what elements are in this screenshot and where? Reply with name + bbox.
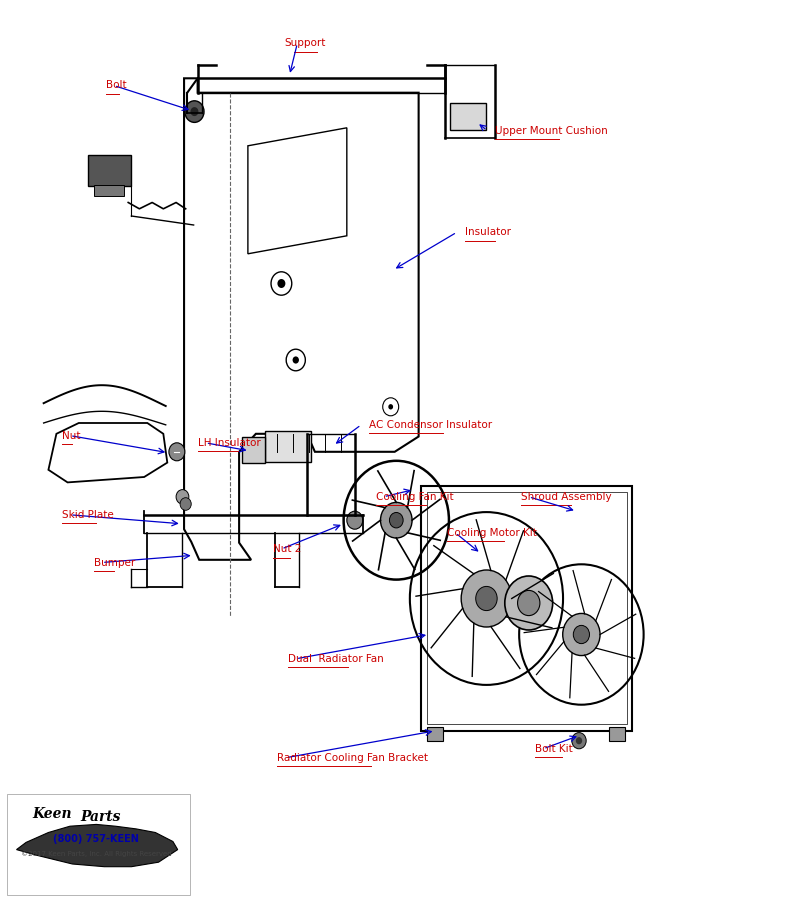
Circle shape	[576, 737, 582, 744]
Circle shape	[293, 356, 299, 364]
Circle shape	[505, 576, 553, 630]
Circle shape	[562, 614, 600, 655]
Text: Radiator Cooling Fan Bracket: Radiator Cooling Fan Bracket	[278, 752, 429, 763]
FancyBboxPatch shape	[94, 184, 124, 196]
Text: Shroud Assembly: Shroud Assembly	[521, 491, 611, 502]
Circle shape	[347, 511, 362, 529]
Circle shape	[185, 101, 204, 122]
Circle shape	[388, 404, 393, 410]
Text: Nut: Nut	[62, 430, 81, 441]
Circle shape	[190, 107, 198, 116]
Text: AC Condensor Insulator: AC Condensor Insulator	[369, 419, 492, 430]
Circle shape	[518, 590, 540, 616]
Circle shape	[572, 733, 586, 749]
Circle shape	[180, 498, 191, 510]
Text: (800) 757-KEEN: (800) 757-KEEN	[54, 833, 139, 844]
Text: Dual  Radiator Fan: Dual Radiator Fan	[288, 653, 383, 664]
Text: Cooling Motor Kit: Cooling Motor Kit	[447, 527, 538, 538]
Circle shape	[381, 502, 412, 538]
Polygon shape	[17, 824, 178, 867]
FancyBboxPatch shape	[450, 103, 486, 130]
FancyBboxPatch shape	[610, 727, 626, 741]
FancyBboxPatch shape	[265, 431, 311, 462]
Text: Keen: Keen	[33, 806, 72, 821]
Polygon shape	[88, 155, 131, 186]
Circle shape	[574, 626, 590, 644]
Text: Cooling Fan Kit: Cooling Fan Kit	[375, 491, 453, 502]
Circle shape	[169, 443, 185, 461]
Text: Insulator: Insulator	[465, 227, 511, 238]
Text: Parts: Parts	[80, 810, 121, 824]
Text: Support: Support	[285, 38, 326, 49]
Text: Skid Plate: Skid Plate	[62, 509, 114, 520]
Text: Bumper: Bumper	[94, 557, 135, 568]
Text: Upper Mount Cushion: Upper Mount Cushion	[495, 125, 608, 136]
Text: Bolt Kit: Bolt Kit	[535, 743, 573, 754]
Circle shape	[461, 570, 512, 627]
Circle shape	[176, 490, 189, 504]
Circle shape	[278, 279, 286, 288]
Text: Bolt: Bolt	[106, 80, 126, 91]
Text: Nut 2: Nut 2	[274, 544, 302, 554]
Text: LH Insulator: LH Insulator	[198, 437, 260, 448]
FancyBboxPatch shape	[427, 727, 443, 741]
Circle shape	[476, 587, 497, 610]
Circle shape	[390, 512, 403, 528]
FancyBboxPatch shape	[242, 437, 266, 463]
Text: ©2017 Keen Parts, Inc. All Rights Reserved: ©2017 Keen Parts, Inc. All Rights Reserv…	[21, 850, 172, 857]
